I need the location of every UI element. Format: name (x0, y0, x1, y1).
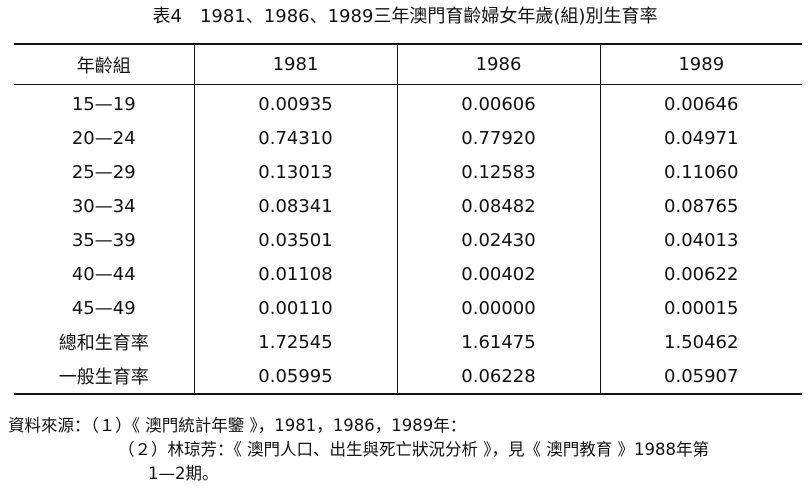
table-row: 25—29 0.13013 0.12583 0.11060 (14, 155, 802, 189)
fertility-rate-table: 年齡組 1981 1986 1989 15—19 0.00935 0.00606… (14, 43, 802, 395)
row-label: 15—19 (71, 93, 136, 115)
cell-value: 0.00606 (396, 84, 600, 121)
table-title: 表4 1981、1986、1989三年澳門育齡婦女年歲(組)別生育率 (152, 6, 658, 27)
cell-value: 0.08341 (193, 189, 397, 223)
table-header-row: 年齡組 1981 1986 1989 (14, 43, 802, 85)
table-row: 35—39 0.03501 0.02430 0.04013 (14, 223, 802, 257)
cell-value: 0.11060 (599, 155, 802, 189)
cell-value: 0.01108 (193, 257, 397, 291)
source-note-2-continued: 1—2期。 (148, 464, 219, 483)
cell-value: 0.00622 (599, 257, 802, 291)
cell-value: 0.04013 (599, 223, 802, 257)
cell-value: 1.61475 (396, 325, 600, 359)
cell-value: 0.08765 (599, 189, 802, 223)
cell-value: 0.00402 (396, 257, 600, 291)
cell-value: 0.08482 (396, 189, 600, 223)
cell-value: 0.05995 (193, 359, 397, 395)
row-label: 25—29 (71, 161, 136, 183)
cell-value: 0.06228 (396, 359, 600, 395)
cell-value: 0.00015 (599, 291, 802, 325)
table-row: 45—49 0.00110 0.00000 0.00015 (14, 291, 802, 325)
row-label: 一般生育率 (14, 359, 194, 395)
row-label: 總和生育率 (58, 333, 149, 354)
cell-value: 1.50462 (599, 325, 802, 359)
row-label: 20—24 (71, 127, 136, 149)
row-label: 45—49 (71, 297, 136, 319)
cell-value: 0.00935 (193, 84, 397, 121)
row-label: 40—44 (71, 263, 136, 285)
table-row: 總和生育率 1.72545 1.61475 1.50462 (14, 325, 802, 359)
cell-value: 0.74310 (193, 121, 397, 155)
row-label: 30—34 (71, 195, 136, 217)
column-header-1986: 1986 (396, 43, 600, 85)
table-row: 15—19 0.00935 0.00606 0.00646 (14, 84, 802, 121)
row-label: 35—39 (71, 229, 136, 251)
table-row: 40—44 0.01108 0.00402 0.00622 (14, 257, 802, 291)
table-row: 一般生育率 0.05995 0.06228 0.05907 (14, 359, 802, 395)
source-note-2: （２）林琼芳：《 澳門人口、出生與死亡狀況分析 》，見《 澳門教育 》1988年… (118, 440, 709, 459)
cell-value: 0.12583 (396, 155, 600, 189)
table-row: 20—24 0.74310 0.77920 0.04971 (14, 121, 802, 155)
column-header-age-group: 年齡組 (14, 43, 194, 85)
cell-value: 0.00000 (396, 291, 600, 325)
table-row: 30—34 0.08341 0.08482 0.08765 (14, 189, 802, 223)
cell-value: 0.13013 (193, 155, 397, 189)
column-header-1981: 1981 (193, 43, 397, 85)
cell-value: 0.04971 (599, 121, 802, 155)
cell-value: 0.02430 (396, 223, 600, 257)
cell-value: 0.77920 (396, 121, 600, 155)
cell-value: 1.72545 (193, 325, 397, 359)
cell-value: 0.00110 (193, 291, 397, 325)
source-note-1: 資料來源：（１）《 澳門統計年鑒 》，1981，1986，1989年： (8, 416, 467, 435)
cell-value: 0.05907 (599, 359, 802, 395)
cell-value: 0.00646 (599, 84, 802, 121)
cell-value: 0.03501 (193, 223, 397, 257)
column-header-1989: 1989 (599, 43, 802, 85)
source-notes: 資料來源：（１）《 澳門統計年鑒 》，1981，1986，1989年： （２）林… (8, 414, 806, 486)
